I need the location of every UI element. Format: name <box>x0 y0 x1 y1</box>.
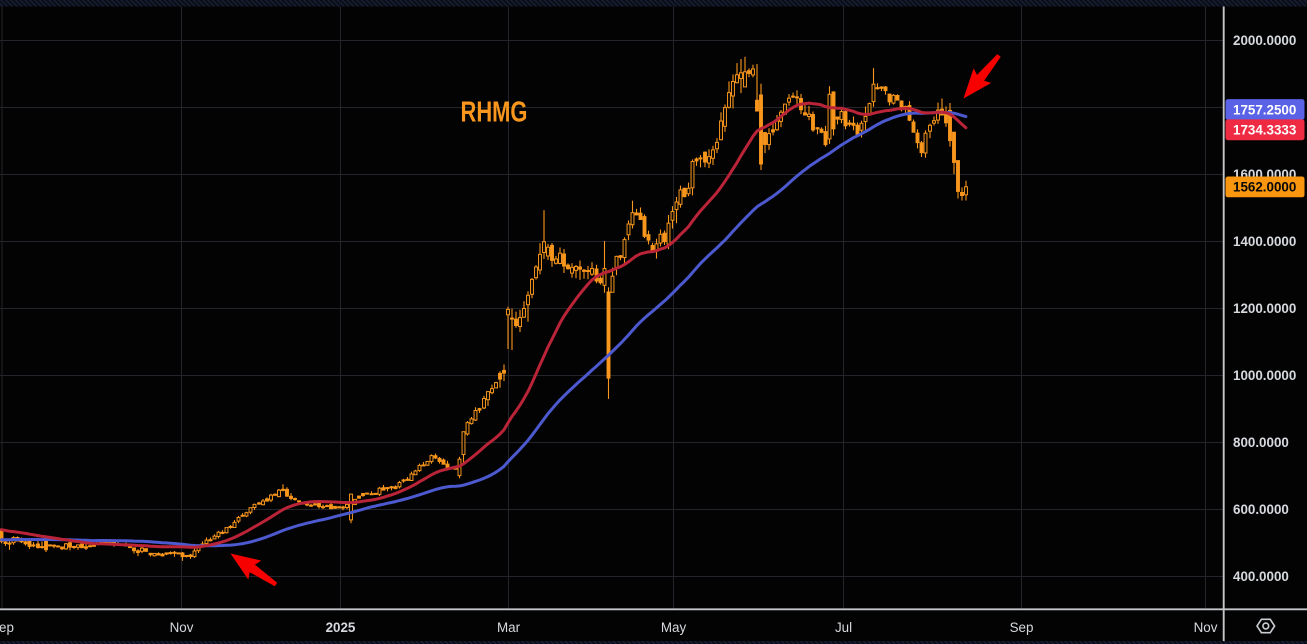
svg-text:1757.2500: 1757.2500 <box>1233 102 1296 117</box>
svg-text:Mar: Mar <box>497 620 521 635</box>
svg-text:Nov: Nov <box>170 620 194 635</box>
svg-text:1734.3333: 1734.3333 <box>1233 123 1296 138</box>
svg-text:800.0000: 800.0000 <box>1233 435 1289 450</box>
svg-text:1000.0000: 1000.0000 <box>1233 368 1296 383</box>
svg-text:2025: 2025 <box>326 620 356 635</box>
svg-text:400.0000: 400.0000 <box>1233 569 1289 584</box>
svg-text:May: May <box>661 620 687 635</box>
svg-text:2000.0000: 2000.0000 <box>1233 33 1296 48</box>
svg-text:Sep: Sep <box>1010 620 1034 635</box>
svg-text:1200.0000: 1200.0000 <box>1233 301 1296 316</box>
svg-text:Jul: Jul <box>835 620 852 635</box>
svg-text:Nov: Nov <box>1194 620 1218 635</box>
svg-text:Sep: Sep <box>0 620 14 635</box>
svg-text:600.0000: 600.0000 <box>1233 502 1289 517</box>
svg-text:1562.0000: 1562.0000 <box>1233 180 1296 195</box>
svg-text:RHMG: RHMG <box>461 97 528 129</box>
svg-text:1400.0000: 1400.0000 <box>1233 234 1296 249</box>
